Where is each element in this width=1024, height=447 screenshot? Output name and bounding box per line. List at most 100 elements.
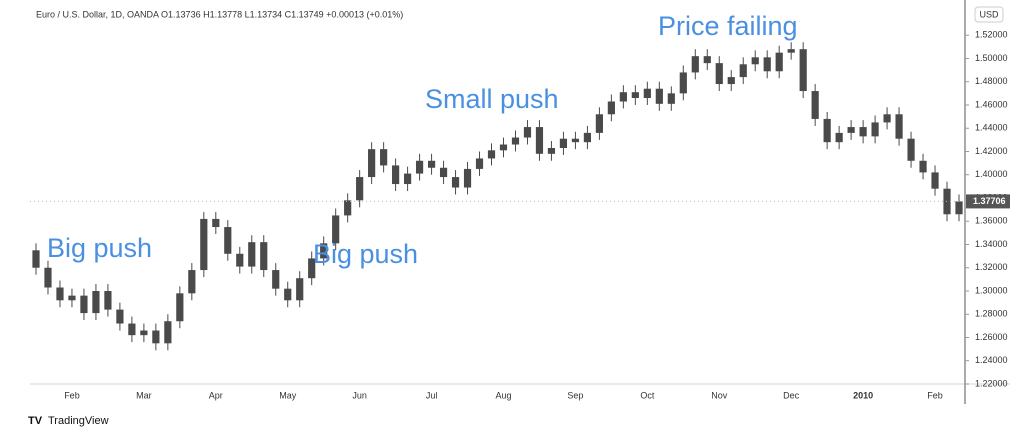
x-tick-label: Sep xyxy=(567,390,583,400)
candle-body xyxy=(260,242,268,271)
y-tick-label: 1.46000 xyxy=(975,99,1008,109)
annotation: Big push xyxy=(313,239,418,269)
y-tick-label: 1.32000 xyxy=(975,262,1008,272)
candle-body xyxy=(392,165,400,185)
candle-body xyxy=(104,290,112,310)
candle-body xyxy=(811,91,819,119)
candle-body xyxy=(727,77,735,85)
candle-body xyxy=(487,150,496,159)
candle-body xyxy=(272,270,280,289)
last-price-label: 1.37706 xyxy=(973,196,1006,206)
candle-body xyxy=(931,172,939,189)
candle-body xyxy=(511,137,520,145)
x-tick-label: Apr xyxy=(209,390,223,400)
y-tick-label: 1.36000 xyxy=(975,216,1008,226)
x-tick-label: Aug xyxy=(495,390,511,400)
x-tick-label: Oct xyxy=(640,390,655,400)
y-tick-label: 1.52000 xyxy=(975,30,1008,40)
candle-body xyxy=(451,177,460,188)
brand-name: TradingView xyxy=(48,415,109,427)
last-price-box xyxy=(966,194,1010,209)
candle-body xyxy=(535,127,544,154)
candle-body xyxy=(368,149,376,178)
candle-body xyxy=(895,114,903,139)
candle-body xyxy=(415,160,424,174)
brand-logo: TV xyxy=(28,415,43,427)
candle-body xyxy=(775,52,783,72)
candle-body xyxy=(763,57,771,72)
candle-body xyxy=(356,177,364,201)
x-tick-label: Feb xyxy=(927,390,943,400)
currency-label: USD xyxy=(979,9,999,19)
chart-subtitle: Euro / U.S. Dollar, 1D, OANDA O1.13736 H… xyxy=(36,9,403,19)
candle-body xyxy=(643,88,651,99)
x-tick-label: Nov xyxy=(711,390,728,400)
candle-body xyxy=(475,158,484,169)
candle-body xyxy=(224,227,232,254)
currency-box[interactable] xyxy=(974,6,1004,23)
candle-body xyxy=(799,49,807,92)
candle-body xyxy=(212,218,220,228)
candle-body xyxy=(44,267,52,288)
candle-body xyxy=(499,144,508,151)
x-tick-label: Dec xyxy=(783,390,800,400)
candle-body xyxy=(715,63,723,85)
candle-body xyxy=(80,295,88,314)
y-tick-label: 1.28000 xyxy=(975,309,1008,319)
candle-body xyxy=(847,127,855,133)
candle-body xyxy=(404,173,412,185)
candle-body xyxy=(427,160,436,168)
candle-body xyxy=(176,293,184,322)
candle-body xyxy=(332,215,340,244)
candle-body xyxy=(547,147,556,154)
annotation: Small push xyxy=(425,84,559,114)
x-tick-label: May xyxy=(279,390,297,400)
candle-body xyxy=(523,127,532,138)
annotation: Price failing xyxy=(658,11,798,41)
candle-body xyxy=(380,149,388,166)
candle-body xyxy=(919,160,927,173)
candle-body xyxy=(655,88,663,104)
y-tick-label: 1.26000 xyxy=(975,332,1008,342)
candle-body xyxy=(751,57,759,65)
candle-body xyxy=(463,168,472,188)
y-tick-label: 1.22000 xyxy=(975,378,1008,388)
candle-body xyxy=(32,250,40,268)
candle-body xyxy=(703,56,711,64)
candle-body xyxy=(92,290,100,314)
candle-body xyxy=(907,138,915,161)
y-tick-label: 1.50000 xyxy=(975,53,1008,63)
candle-body xyxy=(188,270,196,294)
candle-body xyxy=(823,118,831,143)
candle-body xyxy=(128,323,136,336)
y-tick-label: 1.42000 xyxy=(975,146,1008,156)
candle-body xyxy=(571,138,580,143)
candle-body xyxy=(883,114,891,123)
x-tick-label: Jun xyxy=(352,390,367,400)
candle-body xyxy=(236,253,244,267)
y-tick-label: 1.34000 xyxy=(975,239,1008,249)
candle-body xyxy=(344,200,352,216)
candle-body xyxy=(787,49,795,53)
x-tick-label: Mar xyxy=(136,390,152,400)
candle-body xyxy=(739,64,747,78)
candle-body xyxy=(871,122,879,137)
candle-body xyxy=(559,138,568,148)
candle-body xyxy=(140,330,148,336)
candle-body xyxy=(164,321,172,344)
y-tick-label: 1.30000 xyxy=(975,285,1008,295)
candle-body xyxy=(631,92,639,99)
candle-body xyxy=(56,287,64,301)
candle-body xyxy=(955,201,963,215)
x-tick-label: Jul xyxy=(426,390,438,400)
candle-body xyxy=(679,72,687,94)
candle-body xyxy=(296,278,304,301)
candle-body xyxy=(607,101,615,115)
candle-body xyxy=(835,132,843,143)
candle-body xyxy=(248,242,256,267)
candle-body xyxy=(68,295,76,301)
candle-body xyxy=(943,188,951,215)
y-tick-label: 1.44000 xyxy=(975,123,1008,133)
